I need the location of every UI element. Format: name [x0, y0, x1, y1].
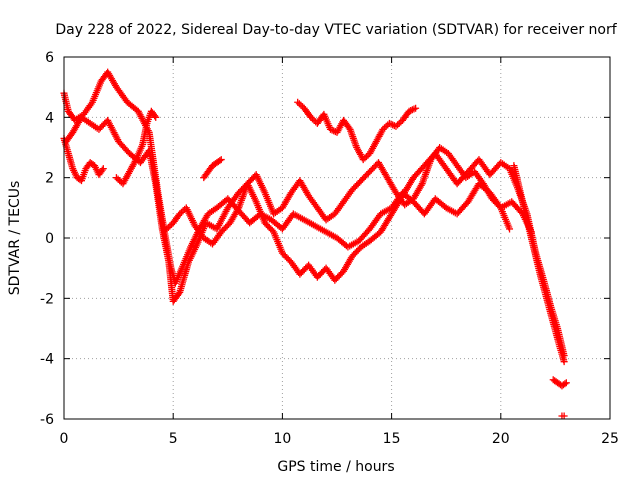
data-point — [408, 106, 416, 114]
data-point — [176, 210, 184, 218]
series-s7 — [163, 144, 514, 248]
y-axis-label: SDTVAR / TECUs — [7, 181, 23, 296]
data-point — [326, 125, 334, 133]
x-tick-label: 15 — [383, 431, 401, 447]
y-tick-labels: -6 -4 -2 0 2 4 6 — [40, 50, 54, 428]
data-point — [392, 122, 400, 130]
x-tick-label: 5 — [169, 431, 178, 447]
x-tick-label: 0 — [60, 431, 69, 447]
data-point — [407, 107, 415, 115]
data-point — [412, 104, 420, 112]
data-point — [294, 98, 302, 106]
data-point — [417, 181, 425, 189]
chart-title: Day 228 of 2022, Sidereal Day-to-day VTE… — [55, 22, 617, 38]
series-s8 — [510, 162, 568, 366]
data-point — [99, 165, 107, 173]
data-point — [112, 174, 120, 182]
data-point — [361, 154, 369, 162]
data-point — [166, 222, 174, 230]
data-point — [381, 124, 389, 132]
series-s5 — [200, 156, 225, 182]
data-point — [394, 121, 402, 129]
data-point — [562, 379, 570, 387]
data-point — [98, 166, 106, 174]
axis-ticks — [63, 56, 611, 420]
series-s9 — [549, 376, 570, 390]
data-point — [387, 120, 395, 128]
y-tick-label: 2 — [45, 171, 54, 187]
data-point — [362, 153, 370, 161]
series-s4 — [112, 107, 160, 188]
data-point — [217, 156, 225, 164]
y-tick-label: -6 — [40, 412, 54, 428]
x-axis-label: GPS time / hours — [277, 459, 394, 475]
data-point — [410, 105, 418, 113]
series-s10 — [558, 412, 568, 420]
data-point — [395, 119, 403, 127]
data-point — [297, 101, 305, 109]
data-point — [114, 175, 122, 183]
data-point — [234, 206, 242, 214]
y-tick-label: 4 — [45, 110, 54, 126]
data-point — [359, 156, 367, 164]
data-point — [560, 412, 568, 420]
data-point — [177, 208, 185, 216]
data-point — [379, 125, 387, 133]
y-tick-label: 0 — [45, 231, 54, 247]
y-tick-label: -2 — [40, 291, 54, 307]
data-point — [385, 119, 393, 127]
y-tick-label: -4 — [40, 352, 54, 368]
data-point — [560, 358, 568, 366]
data-point — [151, 112, 159, 120]
data-point — [163, 225, 171, 233]
data-point — [328, 126, 336, 134]
x-tick-label: 25 — [601, 431, 619, 447]
y-tick-label: 6 — [45, 50, 54, 66]
data-point — [382, 122, 390, 130]
data-points — [60, 68, 570, 420]
x-tick-label: 10 — [273, 431, 291, 447]
data-point — [307, 113, 315, 121]
data-point — [216, 157, 224, 165]
data-point — [405, 107, 413, 115]
data-point — [175, 290, 183, 298]
data-point — [295, 100, 303, 108]
x-tick-label: 20 — [492, 431, 510, 447]
data-point — [152, 113, 160, 121]
data-point — [390, 122, 398, 130]
data-point — [506, 225, 514, 233]
x-tick-labels: 0 5 10 15 20 25 — [60, 431, 619, 447]
data-point — [308, 115, 316, 123]
data-point — [561, 380, 569, 388]
series-s3 — [60, 134, 107, 185]
data-point — [164, 223, 172, 231]
series-s6 — [294, 98, 420, 164]
